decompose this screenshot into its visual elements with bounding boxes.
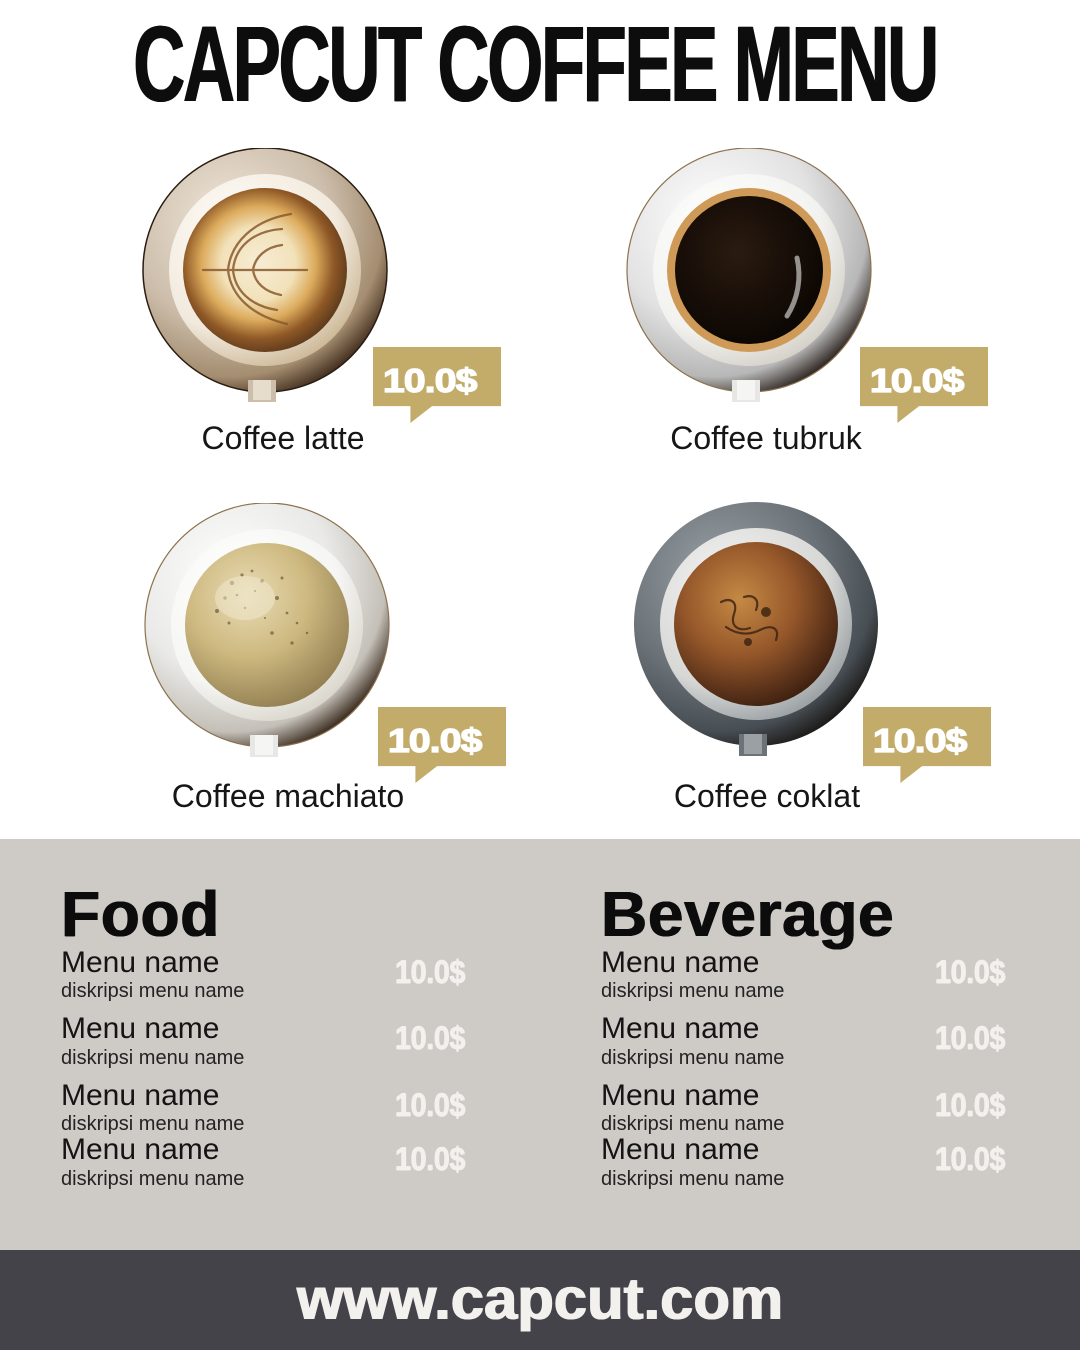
svg-text:10.0$: 10.0$ (870, 361, 964, 399)
svg-text:10.0$: 10.0$ (383, 361, 477, 399)
svg-text:10.0$: 10.0$ (388, 721, 482, 759)
svg-text:10.0$: 10.0$ (873, 721, 967, 759)
